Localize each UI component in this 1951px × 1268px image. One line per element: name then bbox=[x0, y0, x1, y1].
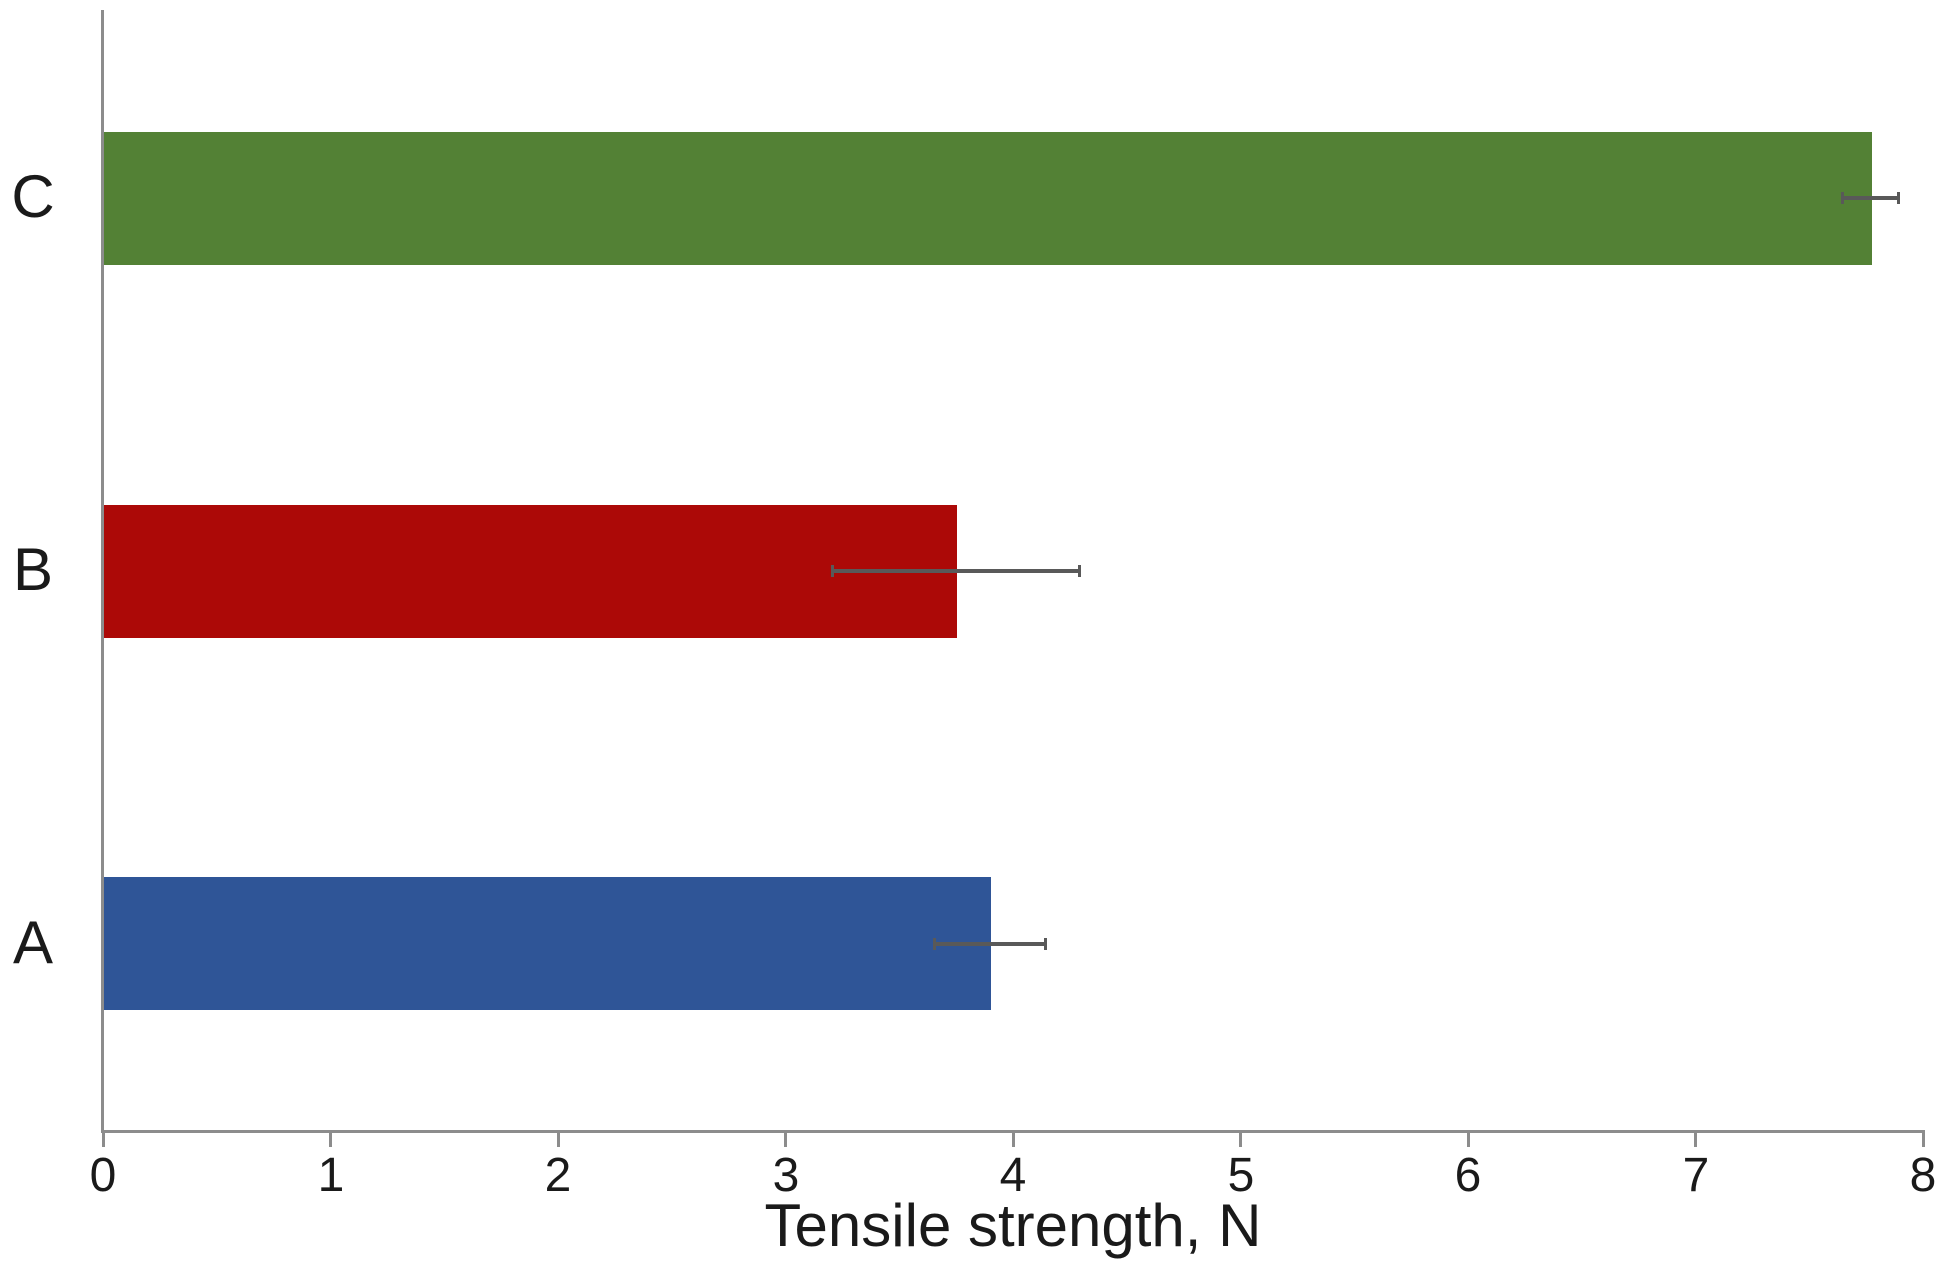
error-cap-right-C bbox=[1897, 192, 1900, 204]
x-tick-5 bbox=[1239, 1130, 1242, 1147]
error-bar-A bbox=[933, 942, 1047, 946]
x-tick-label-4: 4 bbox=[999, 1149, 1027, 1202]
error-cap-left-C bbox=[1841, 192, 1844, 204]
x-tick-label-1: 1 bbox=[317, 1149, 345, 1202]
x-tick-7 bbox=[1694, 1130, 1697, 1147]
error-cap-left-A bbox=[933, 938, 936, 950]
x-tick-8 bbox=[1922, 1130, 1925, 1147]
category-label-B: B bbox=[12, 535, 54, 603]
y-axis-line bbox=[101, 10, 104, 1133]
bar-A bbox=[104, 877, 991, 1010]
x-tick-0 bbox=[102, 1130, 105, 1147]
x-tick-label-0: 0 bbox=[89, 1149, 117, 1202]
category-label-C: C bbox=[11, 162, 55, 230]
category-label-A: A bbox=[12, 908, 54, 976]
x-tick-1 bbox=[329, 1130, 332, 1147]
x-tick-4 bbox=[1012, 1130, 1015, 1147]
error-cap-left-B bbox=[831, 565, 834, 577]
x-tick-2 bbox=[557, 1130, 560, 1147]
x-tick-label-8: 8 bbox=[1909, 1149, 1937, 1202]
x-tick-6 bbox=[1467, 1130, 1470, 1147]
error-cap-right-B bbox=[1078, 565, 1081, 577]
x-axis-title: Tensile strength, N bbox=[764, 1192, 1262, 1259]
x-tick-label-6: 6 bbox=[1454, 1149, 1482, 1202]
bar-B bbox=[104, 505, 957, 638]
error-bar-C bbox=[1841, 196, 1900, 200]
x-tick-label-5: 5 bbox=[1227, 1149, 1255, 1202]
x-tick-label-2: 2 bbox=[544, 1149, 572, 1202]
bar-C bbox=[104, 132, 1872, 265]
error-bar-B bbox=[831, 569, 1081, 573]
x-tick-3 bbox=[784, 1130, 787, 1147]
error-cap-right-A bbox=[1044, 938, 1047, 950]
x-tick-label-3: 3 bbox=[772, 1149, 800, 1202]
x-tick-label-7: 7 bbox=[1682, 1149, 1710, 1202]
